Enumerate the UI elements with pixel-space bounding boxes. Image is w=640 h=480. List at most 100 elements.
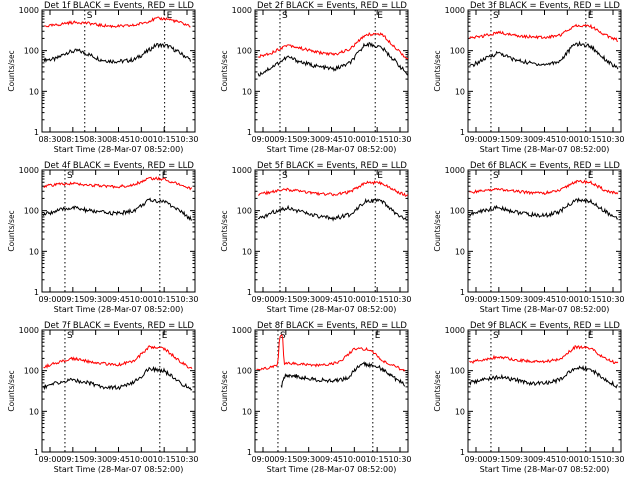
series-line-lld (43, 176, 193, 191)
x-axis-label: Start Time (28-Mar-07 08:52:00) (480, 305, 610, 314)
series-line-events (280, 361, 406, 389)
y-tick-label: 1 (247, 128, 252, 137)
y-tick-label: 1 (34, 288, 39, 297)
x-tick-label: 09:45 (320, 295, 343, 304)
y-axis-label: Counts/sec (433, 210, 442, 251)
x-tick-label: 09:00 (464, 455, 487, 464)
x-tick-label: 09:15 (61, 455, 84, 464)
chart-panel-1: Det 1f BLACK = Events, RED = LLD 1 10 100 10… (7, 1, 199, 154)
y-axis-label: Counts/sec (7, 210, 16, 251)
x-tick-label: 10:15 (153, 135, 176, 144)
chart-title: Det 3f BLACK = Events, RED = LLD (470, 1, 620, 11)
x-tick-label: 08:45 (107, 135, 130, 144)
x-tick-label: 08:30 (38, 135, 61, 144)
series-line-lld (469, 23, 618, 42)
x-tick-label: 10:30 (601, 135, 624, 144)
series-line-events (43, 42, 191, 64)
series-line-lld (469, 344, 619, 365)
y-tick-label: 10 (29, 407, 39, 416)
x-tick-label: 09:45 (107, 295, 130, 304)
x-tick-label: 09:15 (487, 295, 510, 304)
x-tick-label: 09:45 (320, 135, 343, 144)
x-tick-label: 09:45 (320, 455, 343, 464)
series-line-events (469, 40, 619, 70)
x-tick-label: 10:15 (153, 295, 176, 304)
x-tick-label: 10:30 (175, 295, 198, 304)
y-tick-label: 1 (247, 448, 252, 457)
event-marker-label: S (67, 331, 73, 341)
y-tick-label: 1000 (19, 326, 39, 335)
event-marker-label: S (280, 331, 286, 341)
y-tick-label: 1 (460, 288, 465, 297)
x-tick-label: 10:15 (579, 135, 602, 144)
x-tick-label: 10:00 (343, 295, 366, 304)
x-tick-label: 09:30 (84, 295, 107, 304)
y-axis-label: Counts/sec (7, 370, 16, 411)
event-marker-label: S (67, 171, 73, 181)
series-line-events (43, 365, 193, 391)
x-tick-label: 10:30 (388, 135, 411, 144)
series-line-events (43, 197, 192, 221)
chart-title: Det 4f BLACK = Events, RED = LLD (44, 161, 194, 171)
chart-title: Det 7f BLACK = Events, RED = LLD (44, 321, 194, 331)
x-tick-label: 09:00 (38, 295, 61, 304)
y-tick-label: 1 (34, 448, 39, 457)
y-tick-label: 1000 (232, 6, 252, 15)
y-tick-label: 1 (34, 128, 39, 137)
y-tick-label: 10 (242, 87, 252, 96)
x-tick-label: 09:30 (510, 455, 533, 464)
y-tick-label: 100 (237, 367, 252, 376)
chart-panel-2: Det 2f BLACK = Events, RED = LLD 1 10 100 10… (220, 1, 412, 154)
chart-panel-6: Det 6f BLACK = Events, RED = LLD 1 10 100 10… (433, 161, 625, 314)
chart-panel-4: Det 4f BLACK = Events, RED = LLD 1 10 100 10… (7, 161, 199, 314)
y-tick-label: 1000 (232, 326, 252, 335)
x-tick-label: 09:15 (487, 455, 510, 464)
y-tick-label: 100 (237, 207, 252, 216)
x-axis-label: Start Time (28-Mar-07 08:52:00) (267, 465, 397, 474)
y-tick-label: 1000 (445, 6, 465, 15)
plot-frame (254, 169, 409, 293)
x-tick-label: 10:00 (130, 295, 153, 304)
x-axis-label: Start Time (28-Mar-07 08:52:00) (267, 305, 397, 314)
event-marker-label: S (87, 11, 93, 21)
chart-title: Det 1f BLACK = Events, RED = LLD (44, 1, 194, 11)
chart-title: Det 8f BLACK = Events, RED = LLD (257, 321, 407, 331)
x-tick-label: 09:30 (297, 455, 320, 464)
x-tick-label: 09:30 (84, 455, 107, 464)
y-tick-label: 10 (29, 87, 39, 96)
chart-title: Det 9f BLACK = Events, RED = LLD (470, 321, 620, 331)
series-line-lld (258, 31, 409, 60)
x-tick-label: 10:30 (388, 295, 411, 304)
event-marker-label: S (493, 11, 499, 21)
y-tick-label: 1 (247, 288, 252, 297)
y-tick-label: 100 (450, 207, 465, 216)
series-line-lld (43, 345, 193, 370)
x-tick-label: 09:00 (251, 135, 274, 144)
x-tick-label: 10:15 (579, 295, 602, 304)
x-tick-label: 09:45 (107, 455, 130, 464)
x-tick-label: 09:45 (533, 135, 556, 144)
y-tick-label: 100 (450, 47, 465, 56)
y-tick-label: 1000 (19, 166, 39, 175)
event-marker-label: S (493, 331, 499, 341)
event-marker-label: E (375, 331, 381, 341)
y-tick-label: 1 (460, 448, 465, 457)
y-tick-label: 10 (242, 407, 252, 416)
y-tick-label: 10 (455, 87, 465, 96)
x-tick-label: 10:30 (175, 135, 198, 144)
y-tick-label: 100 (24, 207, 39, 216)
series-line-events (469, 365, 619, 389)
y-axis-label: Counts/sec (220, 370, 229, 411)
x-axis-label: Start Time (28-Mar-07 08:52:00) (54, 465, 184, 474)
event-marker-label: E (588, 171, 594, 181)
x-tick-label: 09:00 (464, 295, 487, 304)
y-tick-label: 1000 (445, 166, 465, 175)
x-tick-label: 08:30 (84, 135, 107, 144)
series-line-events (469, 197, 619, 220)
y-tick-label: 10 (29, 247, 39, 256)
x-tick-label: 10:00 (343, 455, 366, 464)
y-tick-label: 100 (237, 47, 252, 56)
x-tick-label: 10:15 (579, 455, 602, 464)
x-tick-label: 09:00 (251, 455, 274, 464)
event-marker-label: S (282, 171, 288, 181)
